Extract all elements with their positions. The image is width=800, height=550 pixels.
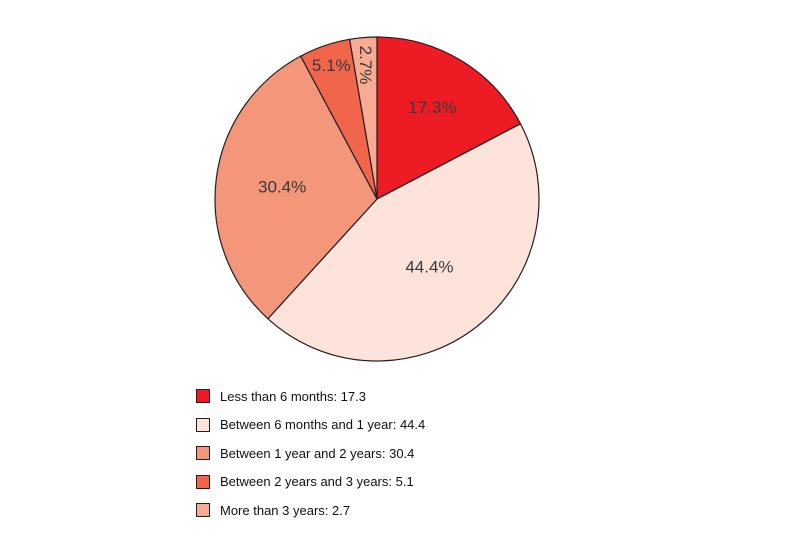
slice-labels: 17.3% 44.4% 30.4% 5.1% 2.7% — [258, 46, 456, 277]
pie-slices — [214, 36, 540, 362]
legend-item-1: Less than 6 months: 17.3 — [196, 382, 596, 411]
slice-label-2: 44.4% — [405, 257, 453, 276]
pie-slice-5 — [348, 36, 378, 200]
chart-legend: Less than 6 months: 17.3 Between 6 months… — [196, 382, 596, 525]
slice-label-3: 30.4% — [258, 178, 306, 197]
legend-swatch — [196, 474, 210, 489]
legend-swatch — [196, 417, 210, 432]
pie-slice-2 — [267, 122, 540, 362]
slice-label-4: 5.1% — [312, 56, 351, 75]
legend-label: Less than 6 months: 17.3 — [220, 388, 366, 404]
legend-item-5: More than 3 years: 2.7 — [196, 496, 596, 525]
pie-slice-1 — [376, 36, 522, 200]
legend-label: Between 6 months and 1 year: 44.4 — [220, 417, 426, 433]
legend-swatch — [196, 503, 210, 518]
legend-item-2: Between 6 months and 1 year: 44.4 — [196, 411, 596, 440]
legend-label: More than 3 years: 2.7 — [220, 502, 351, 518]
pie-slice-3 — [214, 55, 378, 320]
legend-item-4: Between 2 years and 3 years: 5.1 — [196, 468, 596, 497]
slice-label-1: 17.3% — [408, 98, 456, 117]
legend-swatch — [196, 389, 210, 404]
legend-item-3: Between 1 year and 2 years: 30.4 — [196, 439, 596, 468]
legend-label: Between 2 years and 3 years: 5.1 — [220, 474, 414, 490]
legend-label: Between 1 year and 2 years: 30.4 — [220, 445, 415, 461]
legend-swatch — [196, 446, 210, 461]
slice-label-5: 2.7% — [356, 46, 375, 85]
